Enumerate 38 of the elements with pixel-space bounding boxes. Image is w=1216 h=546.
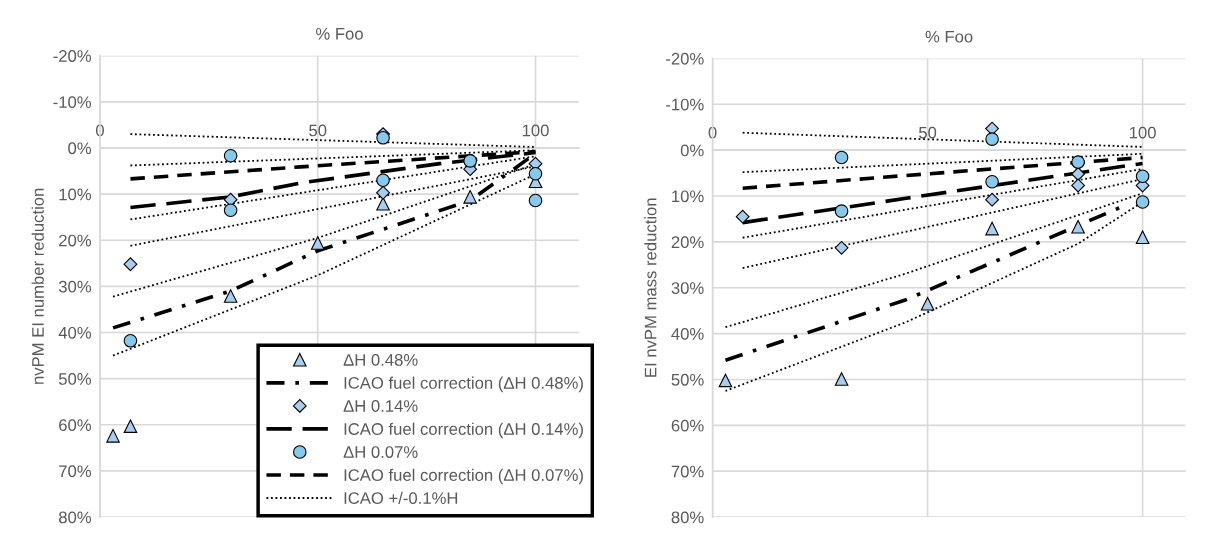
x-tick-label: 50 bbox=[309, 124, 327, 137]
y-tick-label: 30% bbox=[58, 280, 92, 293]
x-axis-title: % Foo bbox=[925, 30, 973, 43]
y-tick-label: 10% bbox=[672, 190, 704, 203]
x-axis-title: % Foo bbox=[316, 27, 363, 40]
y-tick-label: 10% bbox=[59, 188, 92, 201]
y-tick-label: 70% bbox=[671, 465, 704, 478]
y-tick-label: 50% bbox=[58, 373, 92, 385]
y-axis-title: nvPM EI number reduction bbox=[31, 188, 44, 384]
y-tick-label: 80% bbox=[58, 511, 92, 524]
y-tick-label: 0% bbox=[680, 144, 704, 157]
x-tick-label: 100 bbox=[522, 124, 549, 137]
y-tick-label: -10% bbox=[53, 96, 92, 109]
y-tick-label: 20% bbox=[671, 236, 704, 249]
y-tick-label: 30% bbox=[671, 282, 704, 294]
y-tick-label: -20% bbox=[53, 50, 92, 62]
legend-label: ΔH 0.14% bbox=[343, 400, 418, 412]
legend-label: ICAO fuel correction (ΔH 0.07%) bbox=[344, 468, 583, 485]
y-tick-label: -10% bbox=[666, 98, 704, 111]
y-tick-label: -20% bbox=[666, 52, 704, 65]
y-tick-label: 50% bbox=[671, 373, 704, 386]
x-tick-label: 0 bbox=[95, 124, 104, 137]
y-tick-label: 20% bbox=[59, 234, 92, 247]
y-tick-label: 0% bbox=[68, 142, 92, 155]
y-axis-title: EI nvPM mass reduction bbox=[644, 198, 657, 377]
y-tick-label: 40% bbox=[671, 328, 704, 340]
y-tick-label: 70% bbox=[59, 465, 92, 478]
y-tick-label: 40% bbox=[58, 326, 92, 339]
legend-label: ΔH 0.48% bbox=[343, 354, 418, 366]
y-tick-label: 60% bbox=[671, 419, 704, 432]
legend-label: ICAO fuel correction (ΔH 0.14%) bbox=[344, 422, 583, 439]
y-tick-label: 60% bbox=[59, 419, 92, 431]
legend-label: ΔH 0.07% bbox=[343, 446, 418, 458]
x-tick-label: 50 bbox=[918, 126, 937, 139]
y-tick-label: 80% bbox=[671, 511, 704, 524]
legend-label: ICAO +/-0.1%H bbox=[344, 491, 458, 505]
legend-label: ICAO fuel correction (ΔH 0.48%) bbox=[344, 376, 583, 393]
x-tick-label: 100 bbox=[1129, 126, 1156, 139]
